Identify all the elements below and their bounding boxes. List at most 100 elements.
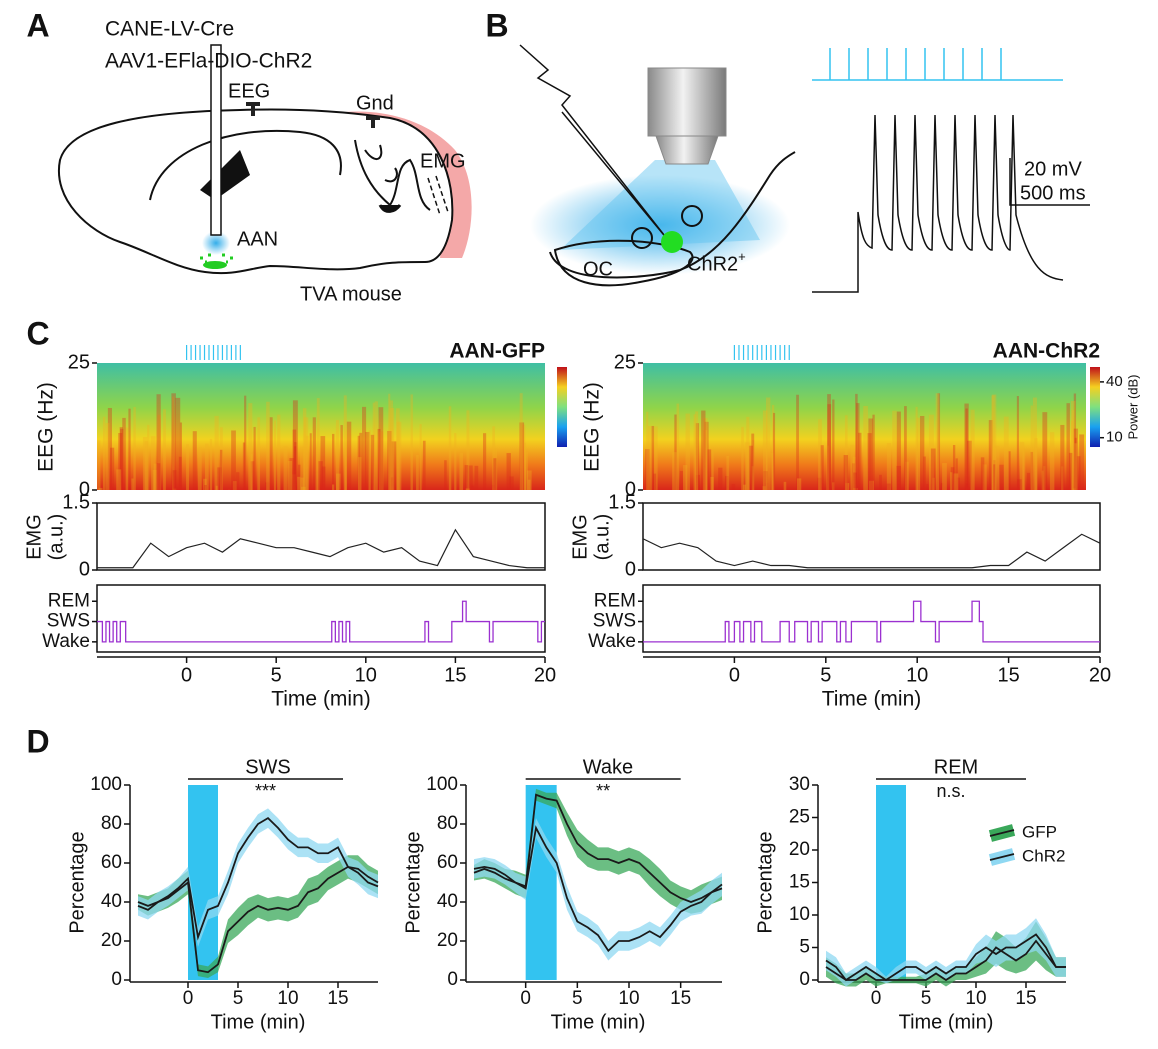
spectrogram-texture — [850, 444, 855, 490]
spectrogram-texture — [741, 426, 744, 490]
spectrogram-texture — [312, 417, 316, 490]
spectrogram-texture — [396, 421, 402, 490]
spectrogram-texture — [695, 411, 699, 490]
spectrogram-texture — [459, 452, 464, 490]
spectrogram-texture — [950, 472, 953, 490]
spectrogram-texture — [1074, 437, 1077, 490]
spectrogram-texture — [527, 479, 531, 490]
spectrogram-texture — [357, 457, 362, 490]
y-tick-label: 25 — [614, 351, 636, 373]
spectrogram-texture — [1032, 397, 1037, 490]
spectrogram-texture — [107, 407, 112, 490]
spectrogram-texture — [646, 411, 649, 490]
series-line — [137, 865, 379, 974]
gnd-screw — [366, 116, 380, 128]
x-axis-label: Time (min) — [822, 688, 922, 711]
spectrogram-texture — [359, 432, 363, 490]
spectrogram-texture — [1016, 396, 1019, 490]
spectrogram-texture — [1022, 448, 1026, 490]
spectrogram-texture — [685, 413, 690, 490]
panel-label: A — [26, 7, 49, 43]
spectrogram-texture — [172, 396, 175, 490]
x-tick-label: 0 — [181, 664, 192, 686]
spectrogram-texture — [980, 457, 985, 490]
x-tick-label: 5 — [820, 664, 831, 686]
spectrogram-texture — [743, 484, 747, 490]
spectrogram-texture — [172, 470, 177, 490]
tissue-edge — [549, 151, 796, 279]
x-tick-label: 10 — [965, 988, 986, 1009]
spectrogram-texture — [122, 417, 126, 490]
y-tick-label: Wake — [588, 631, 636, 652]
spectrogram — [97, 363, 545, 490]
spectrogram-texture — [116, 469, 122, 490]
spectrogram-texture — [937, 393, 941, 490]
brain-outline — [57, 108, 454, 275]
spectrogram-texture — [766, 397, 771, 490]
superscript: + — [738, 249, 746, 264]
spectrogram-texture — [956, 477, 960, 490]
spectrogram-texture — [340, 425, 343, 490]
y-axis-label: EEG (Hz) — [35, 382, 58, 472]
x-tick-label: 0 — [520, 988, 531, 1009]
eeg-label: EEG — [228, 80, 270, 102]
spectrogram-texture — [892, 410, 897, 490]
spectrogram-texture — [965, 408, 968, 490]
x-tick-label: 5 — [271, 664, 282, 686]
y-tick-label: 30 — [789, 774, 810, 795]
hypnogram-box — [642, 584, 1101, 653]
spectrogram-texture — [1066, 403, 1070, 490]
spectrogram-texture — [773, 412, 776, 490]
spectrogram-texture — [391, 441, 397, 490]
aan-nucleus — [203, 261, 227, 269]
y-tick-label: SWS — [47, 611, 90, 632]
spectrogram-texture — [287, 460, 293, 490]
spectrogram-texture — [826, 445, 830, 490]
scale-bar — [1009, 158, 1090, 206]
spectrogram-texture — [321, 466, 326, 490]
spectrogram-texture — [294, 446, 297, 490]
spectrogram-texture — [493, 458, 497, 490]
error-band — [138, 808, 378, 947]
spectrogram-texture — [303, 417, 309, 490]
spectrogram-texture — [940, 483, 944, 490]
chart-title: SWS — [245, 756, 291, 778]
spectrogram-texture — [242, 442, 246, 490]
spectrogram-texture — [863, 405, 868, 490]
spectrogram-texture — [920, 415, 925, 490]
spectrogram-texture — [1017, 479, 1022, 490]
spectrogram-texture — [156, 463, 161, 490]
error-band — [826, 918, 1066, 987]
significance-label: ** — [596, 781, 610, 801]
spectrogram-texture — [718, 467, 723, 490]
spectrogram-texture — [725, 476, 729, 490]
spectrogram-texture — [125, 427, 129, 490]
spectrogram-texture — [1071, 410, 1075, 490]
y-axis-label: EMG — [569, 514, 591, 560]
spectrogram-texture — [171, 393, 176, 490]
spectrogram-texture — [832, 399, 835, 490]
legend-line — [989, 853, 1015, 861]
colorbar — [1090, 367, 1100, 447]
x-tick-label: 15 — [997, 664, 1019, 686]
spectrogram-texture — [519, 422, 525, 490]
spectrogram-texture — [683, 465, 688, 490]
y-tick-label: 20 — [437, 930, 458, 951]
hypnogram-trace — [643, 600, 1100, 643]
spectrogram-texture — [827, 394, 831, 490]
spectrogram-texture — [422, 440, 426, 490]
spectrogram-texture — [204, 443, 209, 490]
spectrogram-texture — [302, 408, 307, 490]
x-tick-label: 15 — [670, 988, 691, 1009]
spectrogram-texture — [300, 486, 306, 490]
spectrogram-texture — [726, 455, 730, 490]
y-tick-label: 20 — [789, 839, 810, 860]
y-tick-label: 5 — [799, 937, 810, 958]
spectrogram-texture — [179, 422, 183, 490]
spectrogram-texture — [771, 404, 775, 490]
spectrogram-texture — [867, 433, 872, 490]
spectrogram-texture — [916, 417, 921, 490]
spectrogram-texture — [219, 449, 223, 490]
spectrogram-texture — [695, 474, 700, 490]
spectrogram-texture — [248, 403, 253, 490]
